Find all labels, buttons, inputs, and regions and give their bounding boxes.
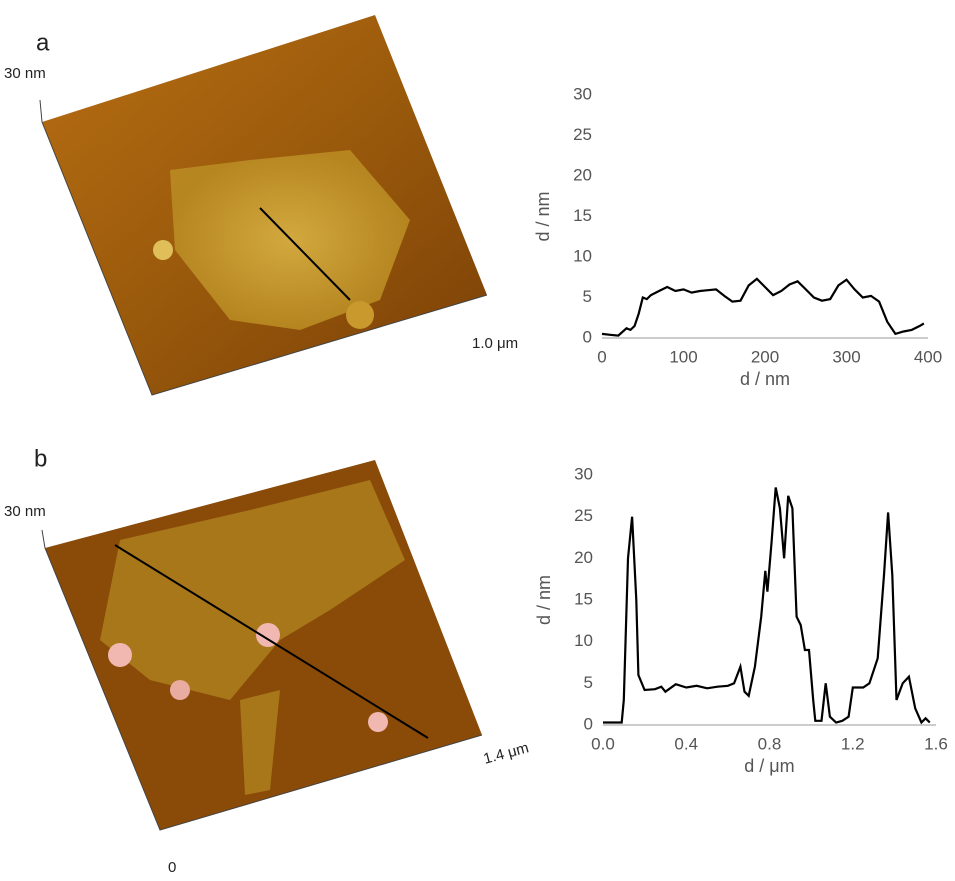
- y-tick-label: 25: [574, 506, 593, 525]
- y-tick-label: 30: [573, 84, 592, 103]
- y-tick-label: 15: [573, 206, 592, 225]
- x-tick-label: 0.0: [591, 734, 615, 753]
- origin-label: 0: [168, 859, 176, 876]
- z-scale-label: 30 nm: [4, 503, 46, 520]
- x-tick-label: 0.4: [674, 734, 698, 753]
- x-tick-label: 200: [751, 347, 779, 366]
- y-tick-label: 10: [574, 631, 593, 650]
- panel-label: b: [34, 445, 47, 472]
- y-axis-label: d / nm: [534, 575, 554, 625]
- x-tick-label: 0: [597, 347, 606, 366]
- y-tick-label: 30: [574, 464, 593, 483]
- x-scale-label: 1.4 μm: [482, 739, 531, 767]
- y-tick-label: 5: [583, 287, 592, 306]
- y-tick-label: 25: [573, 125, 592, 144]
- x-tick-label: 400: [914, 347, 942, 366]
- y-tick-label: 0: [583, 327, 592, 346]
- x-tick-label: 300: [832, 347, 860, 366]
- y-tick-label: 5: [584, 673, 593, 692]
- y-axis-label: d / nm: [533, 191, 553, 241]
- y-tick-label: 10: [573, 246, 592, 265]
- x-tick-label: 1.2: [841, 734, 865, 753]
- x-tick-label: 1.6: [924, 734, 948, 753]
- y-tick-label: 15: [574, 589, 593, 608]
- afm-image-a: [39, 15, 488, 396]
- panel-label: a: [36, 29, 50, 56]
- y-tick-label: 0: [584, 714, 593, 733]
- profile-line: [601, 277, 925, 337]
- x-axis-label: d / nm: [740, 369, 790, 389]
- y-tick-label: 20: [573, 165, 592, 184]
- x-tick-label: 100: [669, 347, 697, 366]
- y-tick-label: 20: [574, 548, 593, 567]
- x-axis-label: d / μm: [744, 756, 794, 776]
- profile-line: [603, 487, 931, 725]
- x-tick-label: 0.8: [758, 734, 782, 753]
- x-scale-label: 1.0 μm: [472, 335, 518, 352]
- afm-image-b: [41, 460, 483, 831]
- z-scale-label: 30 nm: [4, 65, 46, 82]
